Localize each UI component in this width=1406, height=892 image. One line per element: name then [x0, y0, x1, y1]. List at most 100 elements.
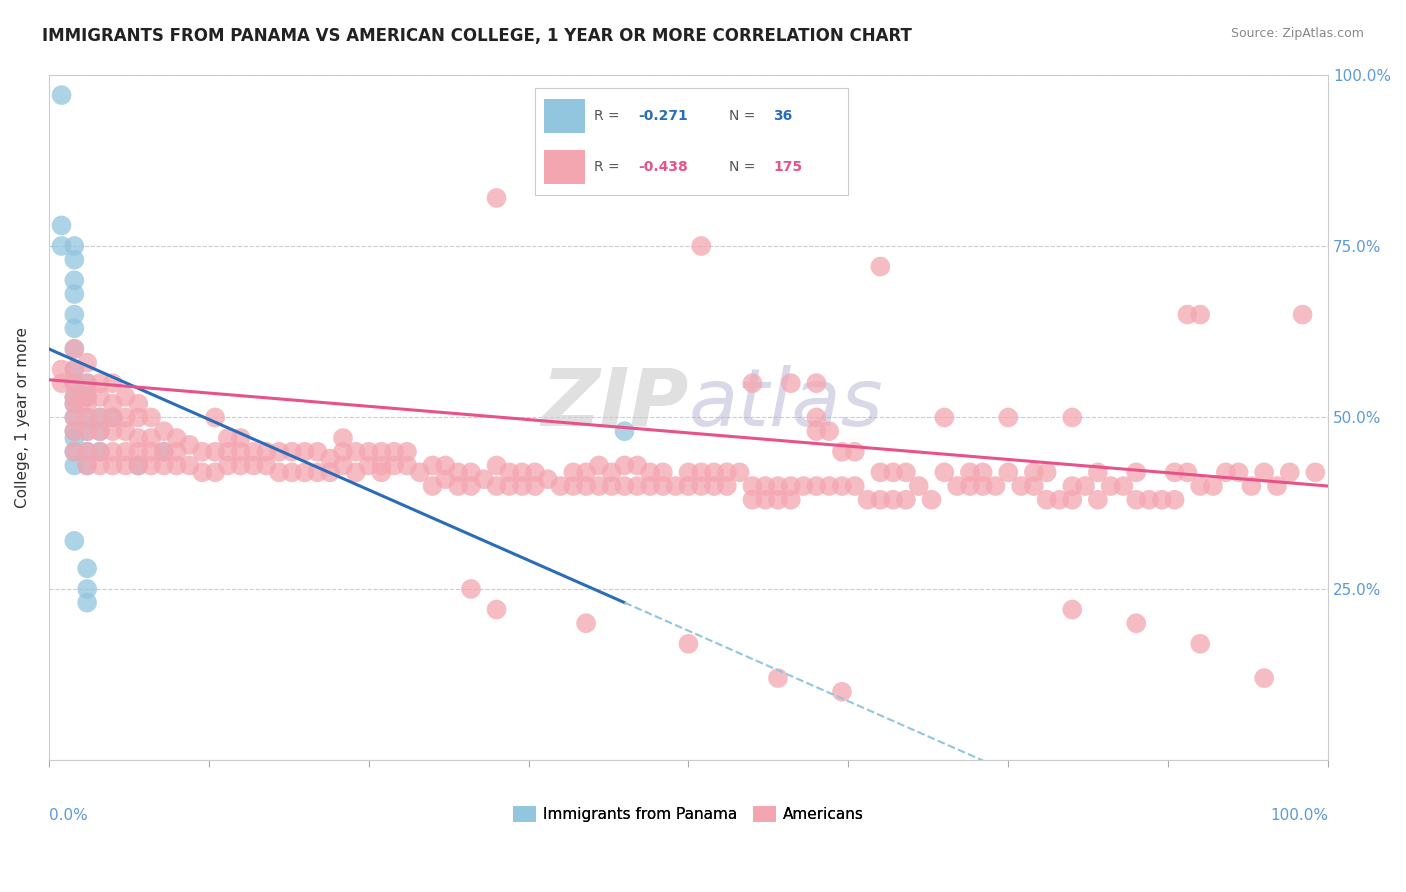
Point — [894, 466, 917, 480]
Point — [395, 458, 418, 473]
Point — [114, 444, 136, 458]
Point — [204, 466, 226, 480]
Point — [1137, 492, 1160, 507]
Point — [550, 479, 572, 493]
Point — [63, 397, 86, 411]
Point — [613, 458, 636, 473]
Point — [894, 492, 917, 507]
Point — [831, 444, 853, 458]
Point — [716, 466, 738, 480]
Point — [485, 191, 508, 205]
Point — [114, 390, 136, 404]
Point — [344, 466, 367, 480]
Point — [89, 390, 111, 404]
Point — [869, 466, 891, 480]
Point — [76, 582, 98, 596]
Point — [613, 479, 636, 493]
Point — [921, 492, 943, 507]
Point — [63, 444, 86, 458]
Point — [831, 685, 853, 699]
Point — [51, 239, 73, 253]
Point — [76, 444, 98, 458]
Point — [1035, 466, 1057, 480]
Text: Source: ZipAtlas.com: Source: ZipAtlas.com — [1230, 27, 1364, 40]
Point — [434, 458, 457, 473]
Point — [76, 444, 98, 458]
Point — [460, 466, 482, 480]
Point — [779, 492, 801, 507]
Point — [76, 355, 98, 369]
Point — [972, 479, 994, 493]
Point — [1189, 479, 1212, 493]
Point — [959, 479, 981, 493]
Point — [613, 424, 636, 438]
Point — [76, 397, 98, 411]
Point — [1253, 671, 1275, 685]
Point — [1125, 492, 1147, 507]
Point — [101, 376, 124, 391]
Point — [1049, 492, 1071, 507]
Point — [63, 390, 86, 404]
Point — [63, 342, 86, 356]
Y-axis label: College, 1 year or more: College, 1 year or more — [15, 327, 30, 508]
Point — [254, 444, 277, 458]
Point — [229, 444, 252, 458]
Point — [127, 444, 149, 458]
Point — [1010, 479, 1032, 493]
Point — [844, 479, 866, 493]
Point — [139, 444, 162, 458]
Point — [63, 410, 86, 425]
Point — [1163, 492, 1185, 507]
Point — [806, 424, 828, 438]
Point — [498, 479, 520, 493]
Point — [485, 458, 508, 473]
Point — [447, 479, 470, 493]
Point — [101, 410, 124, 425]
Point — [76, 410, 98, 425]
Point — [510, 479, 533, 493]
Point — [63, 390, 86, 404]
Point — [510, 466, 533, 480]
Point — [1099, 479, 1122, 493]
Point — [153, 458, 176, 473]
Point — [395, 444, 418, 458]
Point — [76, 424, 98, 438]
Point — [626, 458, 648, 473]
Point — [934, 410, 956, 425]
Point — [191, 444, 214, 458]
Point — [63, 287, 86, 301]
Point — [1305, 466, 1327, 480]
Point — [114, 424, 136, 438]
Point — [498, 466, 520, 480]
Point — [89, 444, 111, 458]
Point — [1177, 466, 1199, 480]
Point — [972, 466, 994, 480]
Point — [766, 479, 789, 493]
Point — [485, 479, 508, 493]
Point — [690, 466, 713, 480]
Point — [1062, 602, 1084, 616]
Point — [51, 219, 73, 233]
Point — [139, 410, 162, 425]
Point — [63, 308, 86, 322]
Point — [806, 376, 828, 391]
Point — [1253, 466, 1275, 480]
Point — [89, 458, 111, 473]
Point — [754, 479, 776, 493]
Point — [460, 479, 482, 493]
Point — [818, 424, 841, 438]
Point — [1062, 410, 1084, 425]
Point — [575, 616, 598, 631]
Point — [153, 444, 176, 458]
Point — [357, 458, 380, 473]
Point — [422, 458, 444, 473]
Point — [63, 252, 86, 267]
Point — [946, 479, 969, 493]
Point — [626, 479, 648, 493]
Point — [254, 458, 277, 473]
Point — [1074, 479, 1097, 493]
Point — [63, 273, 86, 287]
Point — [332, 431, 354, 445]
Point — [242, 458, 264, 473]
Point — [1215, 466, 1237, 480]
